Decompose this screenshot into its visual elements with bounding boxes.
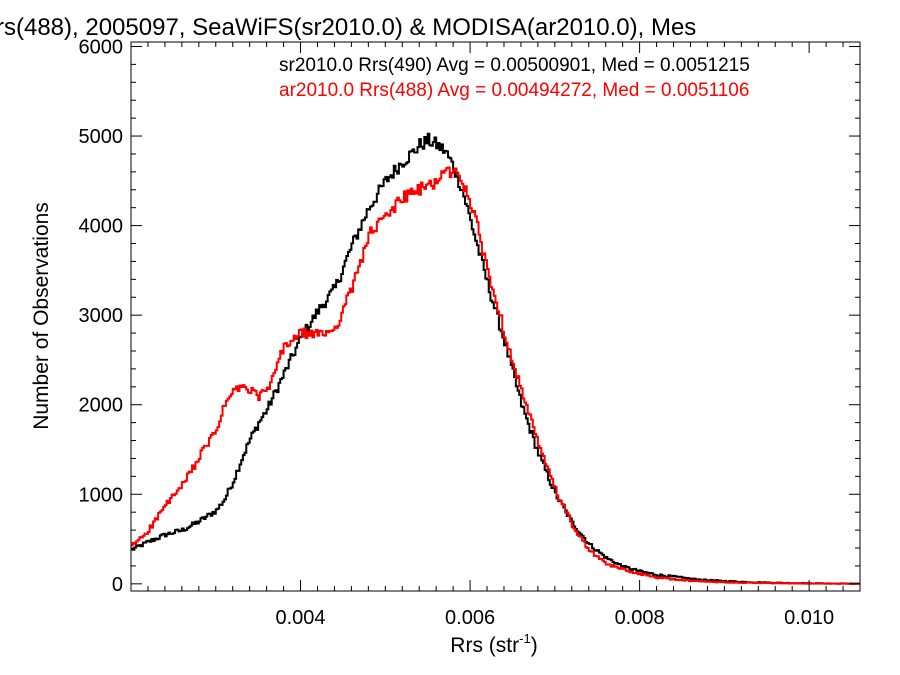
- y-tick-label: 2000: [79, 395, 124, 417]
- series-line-0: [131, 132, 860, 585]
- y-axis-title: Number of Observations: [30, 202, 53, 430]
- series-layer: [131, 132, 860, 585]
- x-tick-label: 0.004: [276, 607, 326, 629]
- y-tick-label: 4000: [79, 216, 124, 238]
- legend-entry-ar2010: ar2010.0 Rrs(488) Avg = 0.00494272, Med …: [279, 80, 749, 101]
- x-tick-label: 0.006: [445, 607, 495, 629]
- y-tick-label: 6000: [79, 36, 124, 58]
- y-tick-label: 1000: [79, 484, 124, 506]
- ticks-layer: 0.004 0.006 0.008 0.010 0 1000 2000 3000 4000 500…: [79, 36, 860, 629]
- x-axis-title: Rrs (str-1): [450, 631, 537, 657]
- series-line-1: [131, 166, 860, 585]
- chart-title: rs(488), 2005097, SeaWiFS(sr2010.0) & MO…: [0, 14, 696, 41]
- y-tick-label: 3000: [79, 305, 124, 327]
- plot-frame: [130, 41, 861, 592]
- y-tick-label: 5000: [79, 126, 124, 148]
- y-tick-label: 0: [112, 574, 123, 596]
- x-tick-label: 0.010: [784, 607, 834, 629]
- x-tick-label: 0.008: [615, 607, 665, 629]
- legend-entry-sr2010: sr2010.0 Rrs(490) Avg = 0.00500901, Med …: [279, 55, 750, 76]
